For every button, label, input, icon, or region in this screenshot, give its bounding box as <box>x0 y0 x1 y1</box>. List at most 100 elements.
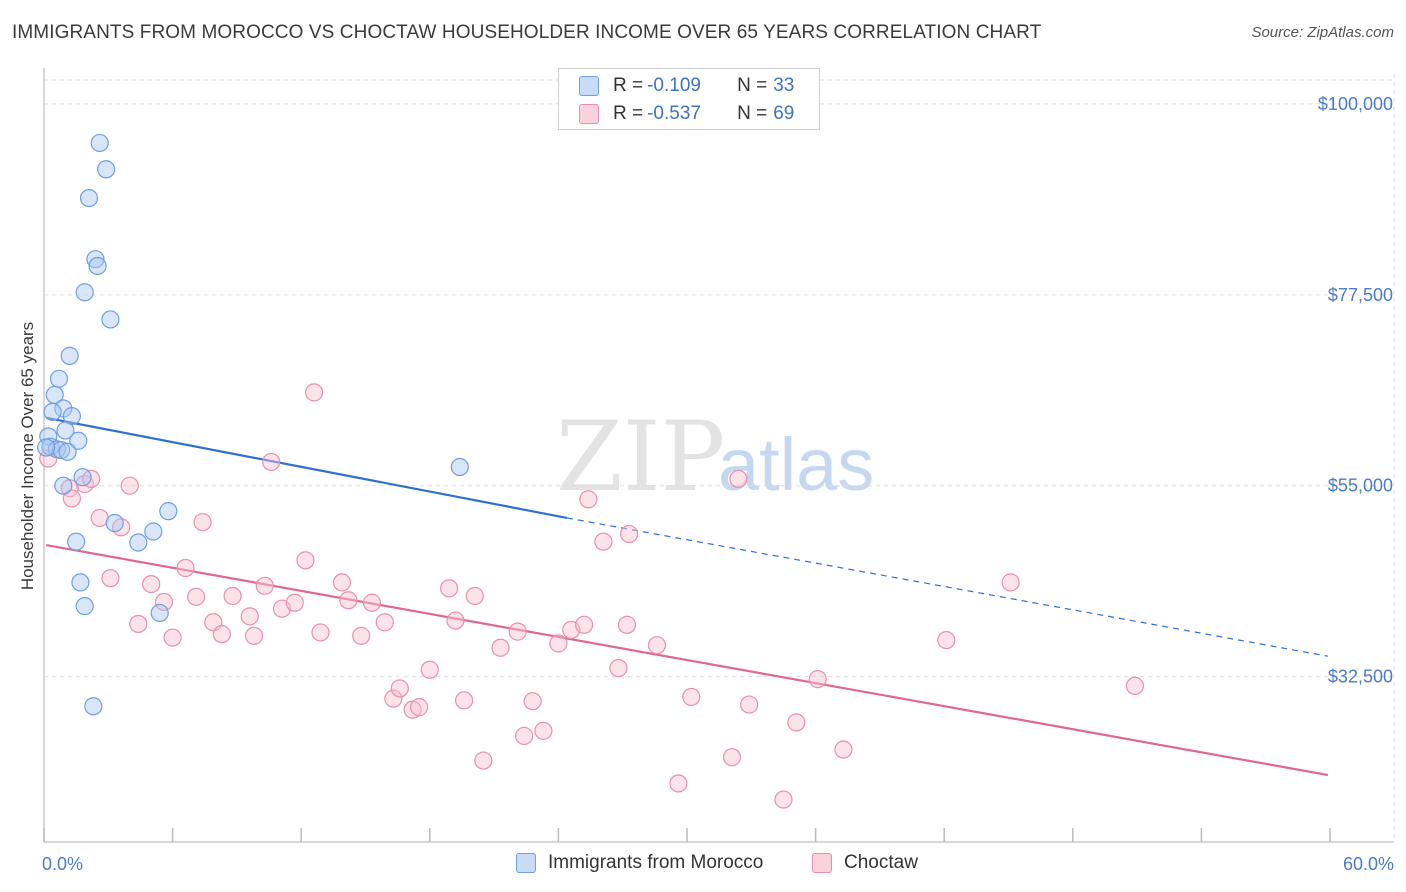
legend-row-morocco: R = -0.109 N = 33 <box>579 72 794 100</box>
scatter-point <box>740 695 759 714</box>
axes <box>43 68 1394 843</box>
scatter-point <box>523 692 542 711</box>
scatter-point <box>609 658 628 678</box>
scatter-point <box>834 740 853 759</box>
y-tick-labels: $32,500 $55,000 $77,500 $100,000 <box>1318 94 1393 687</box>
scatter-point <box>56 421 75 440</box>
scatter-point <box>491 638 510 657</box>
scatter-point <box>212 625 231 644</box>
scatter-point <box>682 687 701 707</box>
scatter-point <box>332 573 352 592</box>
scatter-point <box>129 533 148 552</box>
scatter-point <box>450 457 469 477</box>
scatter-point <box>73 468 92 487</box>
scatter-point <box>465 586 484 606</box>
scatter-point <box>60 346 79 365</box>
scatter-point <box>88 256 107 276</box>
scatter-point <box>52 440 71 460</box>
scatter-point <box>454 691 474 710</box>
scatter-point <box>262 452 281 472</box>
scatter-point <box>1001 573 1020 592</box>
y-tick-label: $100,000 <box>1318 94 1393 114</box>
y-tick-label: $55,000 <box>1328 476 1393 496</box>
y-tick-label: $32,500 <box>1328 667 1393 687</box>
scatter-point <box>296 551 315 570</box>
scatter-point <box>729 469 748 489</box>
y-axis-label: Householder Income Over 65 years <box>18 322 37 590</box>
legend-n-value: 33 <box>773 75 795 96</box>
y-tick-label: $77,500 <box>1328 285 1393 305</box>
scatter-point <box>375 613 394 632</box>
scatter-point <box>43 402 62 421</box>
scatter-point <box>787 713 806 732</box>
scatter-point <box>120 476 139 495</box>
scatter-point <box>508 622 527 641</box>
legend-n-value: 69 <box>773 103 795 124</box>
scatter-point <box>71 573 90 592</box>
x-tick-label-min: 0.0% <box>42 854 83 874</box>
legend-swatch-morocco <box>579 76 599 96</box>
scatter-point <box>669 774 688 793</box>
scatter-point <box>79 189 99 208</box>
trend-line <box>45 543 1329 777</box>
bottom-legend-label-choctaw: Choctaw <box>844 852 918 873</box>
scatter-point <box>285 593 304 612</box>
watermark-zip: ZIP <box>556 401 725 513</box>
scatter-point <box>97 160 116 179</box>
legend-n-label: N = <box>737 103 768 124</box>
legend-row-choctaw: R = -0.537 N = 69 <box>579 100 794 128</box>
scatter-point <box>304 383 324 402</box>
scatter-point <box>101 569 120 588</box>
scatter-point <box>311 623 330 642</box>
scatter-point <box>144 522 163 541</box>
trend-lines <box>45 416 1329 777</box>
scatter-point <box>150 603 169 623</box>
scatter-point <box>187 587 206 606</box>
scatter-points <box>37 133 1145 809</box>
legend-r-value: -0.537 <box>647 103 701 124</box>
scatter-point <box>176 558 195 578</box>
trend-line <box>45 416 568 520</box>
scatter-point <box>534 721 553 740</box>
scatter-point <box>474 751 493 770</box>
scatter-point <box>105 513 124 533</box>
scatter-point <box>255 576 274 595</box>
scatter-point <box>69 431 88 450</box>
scatter-point <box>49 369 69 388</box>
scatter-point <box>339 591 358 610</box>
scatter-point <box>54 476 73 495</box>
trend-line-extension <box>566 517 1328 657</box>
scatter-point <box>75 283 94 302</box>
watermark-atlas: atlas <box>718 423 874 506</box>
bottom-legend-swatch-morocco <box>516 853 536 873</box>
scatter-point <box>362 593 382 612</box>
bottom-legend-swatch-choctaw <box>812 853 832 873</box>
scatter-point <box>515 726 534 746</box>
scatter-point <box>446 611 465 630</box>
scatter-point <box>67 532 86 551</box>
scatter-point <box>163 628 182 647</box>
scatter-point <box>722 748 742 767</box>
scatter-point <box>617 615 637 634</box>
bottom-legend-label-morocco: Immigrants from Morocco <box>548 852 764 873</box>
bottom-legend-choctaw: Choctaw <box>812 852 918 874</box>
legend-n-label: N = <box>737 75 768 96</box>
scatter-point <box>159 502 178 521</box>
scatter-point <box>647 636 667 655</box>
chart-title: IMMIGRANTS FROM MOROCCO VS CHOCTAW HOUSE… <box>12 22 1042 43</box>
scatter-point <box>90 133 109 153</box>
legend-r-value: -0.109 <box>647 75 701 96</box>
scatter-point <box>223 586 242 606</box>
scatter-point <box>420 660 439 679</box>
watermark: ZIP atlas <box>556 401 874 513</box>
scatter-point <box>101 310 120 329</box>
scatter-point <box>62 489 81 508</box>
scatter-point <box>579 490 598 509</box>
scatter-point <box>193 513 212 532</box>
scatter-point <box>129 614 148 634</box>
scatter-point <box>244 626 264 645</box>
scatter-point <box>1125 676 1145 696</box>
scatter-point <box>937 630 956 650</box>
scatter-point <box>86 250 105 269</box>
